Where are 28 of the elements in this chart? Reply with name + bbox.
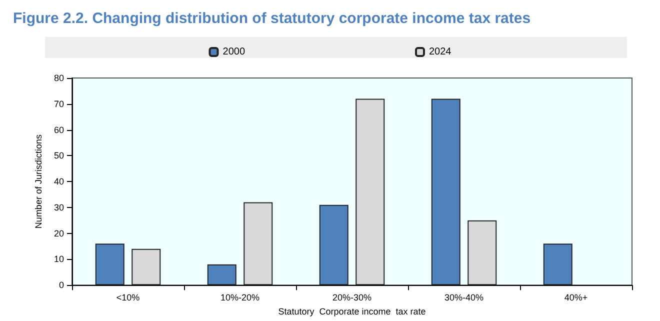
bar xyxy=(356,98,385,286)
legend-label: 2024 xyxy=(429,46,452,58)
y-tick-label: 20 xyxy=(54,228,64,238)
x-tick-label: 20%-30% xyxy=(332,292,372,303)
x-tick-label: 30%-40% xyxy=(444,292,484,303)
bar xyxy=(132,248,161,286)
y-tick-label: 10 xyxy=(54,254,64,264)
y-tick-label: 60 xyxy=(54,124,64,135)
y-axis-title: Number of Jurisdictions xyxy=(34,134,44,229)
bar xyxy=(95,244,124,286)
bar xyxy=(468,220,497,286)
chart-title: Figure 2.2. Changing distribution of statutory corporate income tax rates xyxy=(13,10,531,27)
x-tick-label: 10%-20% xyxy=(220,292,260,303)
y-tick-label: 30 xyxy=(54,202,64,212)
y-tick-label: 40 xyxy=(54,176,64,187)
x-tick-label: 40%+ xyxy=(564,292,588,303)
bar xyxy=(543,244,572,286)
bar xyxy=(244,202,273,286)
y-tick-label: 50 xyxy=(54,150,64,161)
bar xyxy=(319,204,348,286)
bar xyxy=(207,264,236,286)
y-tick-label: 0 xyxy=(58,280,64,290)
x-axis-title: Statutory Corporate income tax rate xyxy=(278,306,426,316)
y-tick-label: 80 xyxy=(54,73,64,83)
x-tick-label: <10% xyxy=(116,292,140,303)
legend-label: 2000 xyxy=(222,46,246,58)
bar xyxy=(431,98,460,286)
y-tick-label: 70 xyxy=(54,98,64,109)
